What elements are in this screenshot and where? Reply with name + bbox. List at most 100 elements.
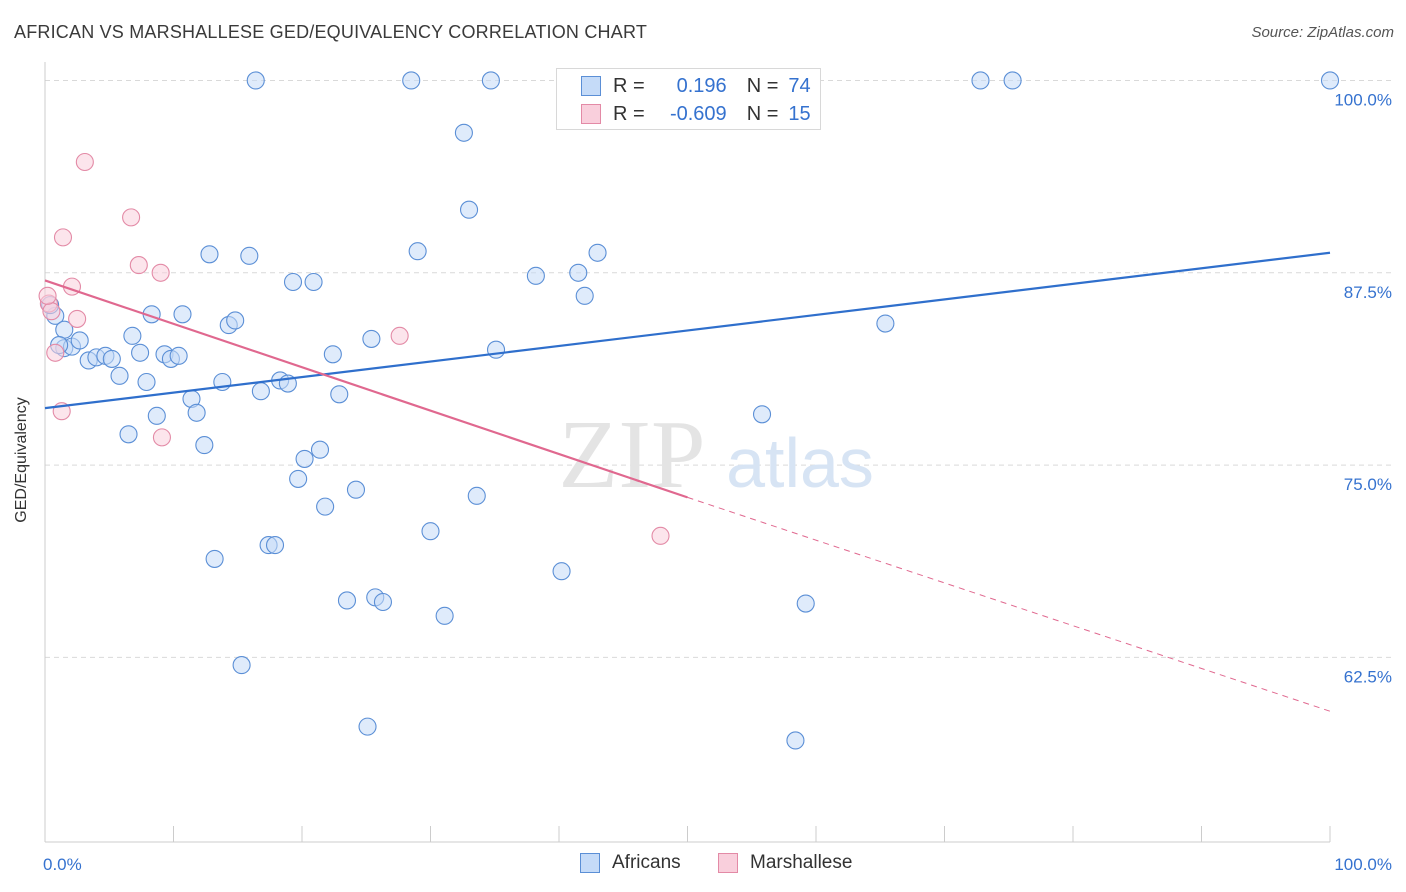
africans-point [251, 382, 270, 401]
marshallese-r-label: R = [613, 102, 645, 125]
africans-stat-row: R = 0.196 N = 74 [581, 73, 811, 99]
africans-n-label: N = [746, 74, 779, 97]
marshallese-point [122, 208, 141, 227]
africans-point [283, 272, 303, 292]
africans-point [240, 246, 259, 265]
africans-point [552, 562, 571, 581]
marshallese-point [53, 228, 73, 247]
africans-point [373, 592, 393, 612]
africans-r-value: 0.196 [676, 74, 727, 97]
africans-point [971, 71, 990, 90]
africans-point [110, 366, 129, 385]
africans-point [119, 425, 138, 444]
watermark-atlas: atlas [726, 424, 874, 502]
africans-point [323, 345, 342, 364]
africans-point [569, 263, 588, 282]
marshallese-swatch [581, 104, 601, 124]
africans-point [1320, 71, 1340, 90]
africans-point [295, 449, 314, 468]
africans-point [362, 329, 381, 348]
watermark-zip: ZIP [559, 401, 706, 509]
africans-point [346, 480, 366, 499]
africans-point [467, 486, 486, 505]
marshallese-point [152, 428, 171, 447]
marshallese-trend-extrapolated [687, 496, 1331, 712]
chart-title: AFRICAN VS MARSHALLESE GED/EQUIVALENCY C… [14, 22, 648, 42]
africans-swatch [581, 76, 601, 96]
africans-point [454, 123, 473, 142]
africans-point [137, 372, 156, 392]
africans-point [459, 200, 479, 219]
source-label: Source: ZipAtlas.com [1251, 24, 1394, 41]
africans-point [123, 326, 142, 345]
africans-trend-line [44, 251, 1331, 410]
africans-point [337, 591, 357, 610]
legend-africans-swatch [580, 853, 600, 873]
marshallese-point [151, 263, 170, 282]
marshallese-point [42, 302, 61, 321]
africans-point [421, 522, 440, 541]
legend-marshallese[interactable]: Marshallese [718, 852, 852, 874]
africans-point [131, 343, 150, 362]
africans-point [226, 311, 245, 330]
marshallese-r-value: -0.609 [669, 102, 727, 125]
y-tick-label: 75.0% [1344, 475, 1392, 494]
grid-lines [45, 79, 1392, 658]
africans-point [289, 469, 308, 488]
africans-point [481, 71, 500, 90]
africans-point [402, 71, 421, 90]
africans-point [246, 71, 265, 90]
africans-points [41, 71, 1340, 750]
tick-labels: 62.5% 75.0% 87.5% 100.0% 0.0% 100.0% [43, 90, 1392, 874]
africans-point [796, 594, 815, 613]
africans-point [358, 717, 377, 736]
marshallese-n-value: 15 [788, 102, 811, 125]
africans-point [588, 243, 607, 262]
axes [44, 62, 1331, 843]
africans-point [408, 242, 427, 261]
africans-n-value: 74 [788, 74, 811, 97]
africans-point [187, 403, 206, 422]
marshallese-point [75, 152, 94, 172]
africans-point [147, 406, 166, 425]
marshallese-point [129, 256, 148, 275]
africans-point [200, 245, 219, 264]
series-legend: Africans Marshallese [0, 852, 1406, 878]
africans-point [526, 266, 545, 285]
africans-point [316, 497, 335, 516]
y-tick-label: 100.0% [1334, 90, 1392, 109]
africans-point [486, 340, 506, 359]
africans-point [1003, 71, 1022, 90]
trend-lines [44, 251, 1331, 712]
legend-marshallese-swatch [718, 853, 738, 873]
africans-point [310, 440, 330, 459]
legend-africans[interactable]: Africans [580, 852, 681, 874]
africans-point [173, 305, 192, 324]
africans-point [70, 331, 89, 350]
marshallese-point [38, 286, 57, 305]
africans-point [876, 314, 895, 333]
africans-point [265, 536, 285, 555]
africans-point [304, 272, 323, 292]
africans-point [232, 656, 251, 675]
legend-marshallese-label: Marshallese [750, 852, 853, 873]
africans-point [786, 731, 805, 750]
y-tick-label: 87.5% [1344, 283, 1392, 302]
africans-point [205, 549, 224, 568]
x-tick-label: 100.0% [1334, 855, 1392, 874]
africans-point [435, 606, 454, 625]
marshallese-point [46, 343, 65, 362]
marshallese-trend-line [44, 279, 688, 499]
africans-r-label: R = [613, 74, 645, 97]
correlation-legend: R = 0.196 N = 74 R = -0.609 N = 15 [556, 68, 821, 130]
africans-point [169, 346, 188, 365]
africans-point [195, 436, 214, 455]
africans-point [330, 385, 349, 404]
watermark: ZIP atlas [559, 401, 874, 509]
marshallese-point [390, 326, 409, 345]
africans-point [752, 405, 772, 424]
marshallese-point [68, 309, 87, 328]
marshallese-point [651, 526, 670, 545]
marshallese-n-label: N = [746, 102, 779, 125]
